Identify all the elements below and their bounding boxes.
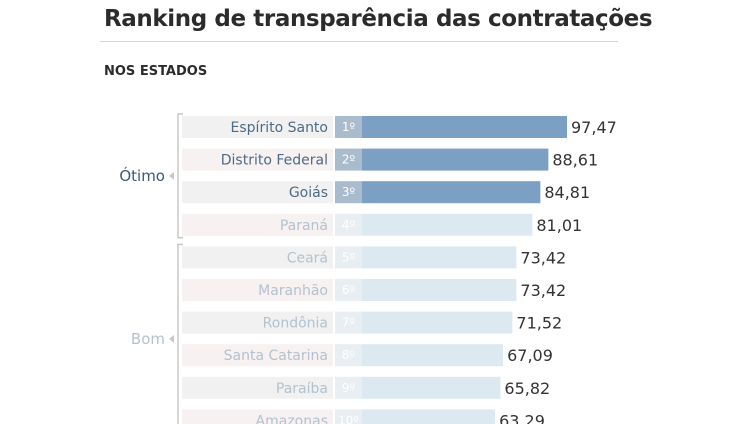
value-label: 65,82 — [504, 379, 550, 398]
row-label-background — [182, 181, 333, 204]
bar — [362, 213, 533, 236]
rank-badge — [335, 246, 362, 269]
row-label-background — [182, 279, 333, 301]
rank-label: 7º — [342, 316, 356, 330]
rank-label: 4º — [342, 218, 356, 232]
rank-badge — [335, 376, 362, 399]
row-label-background — [182, 344, 333, 367]
rank-badge — [335, 213, 362, 236]
value-label: 81,01 — [536, 216, 582, 235]
rank-badge — [335, 279, 362, 301]
rank-badge — [335, 148, 362, 171]
bar — [362, 246, 517, 269]
group-pointer-icon — [169, 171, 174, 180]
chart-subtitle: NOS ESTADOS — [104, 64, 208, 79]
state-label: Amazonas — [256, 413, 328, 424]
state-label: Paraná — [280, 218, 328, 234]
group-label: Ótimo — [119, 166, 165, 185]
state-label: Ceará — [287, 250, 328, 266]
state-label: Santa Catarina — [224, 348, 328, 364]
row-label-background — [182, 311, 333, 334]
rank-label: 10º — [338, 413, 359, 424]
bar — [362, 344, 504, 367]
value-label: 88,61 — [552, 151, 598, 170]
rank-badge — [335, 116, 362, 138]
row-label-background — [182, 213, 333, 236]
state-label: Goiás — [289, 185, 328, 201]
rank-label: 8º — [342, 348, 356, 362]
rank-label: 5º — [342, 250, 356, 264]
state-label: Espírito Santo — [231, 120, 328, 136]
value-label: 73,42 — [520, 281, 566, 300]
state-label: Rondônia — [263, 316, 328, 332]
row-label-background — [182, 376, 333, 399]
bar — [362, 116, 567, 138]
group-pointer-icon — [169, 334, 174, 343]
bar — [362, 181, 541, 204]
chart-title: Ranking de transparência das contrataçõe… — [104, 6, 653, 32]
rank-label: 9º — [342, 381, 356, 395]
group-label: Bom — [131, 330, 165, 348]
state-label: Maranhão — [258, 283, 328, 299]
rank-label: 6º — [342, 283, 356, 297]
value-label: 84,81 — [544, 183, 590, 202]
bar — [362, 279, 517, 301]
rank-label: 2º — [342, 153, 356, 167]
rank-badge — [335, 181, 362, 204]
group-bracket — [177, 243, 183, 424]
bar — [362, 409, 496, 424]
row-label-background — [182, 246, 333, 269]
value-label: 73,42 — [520, 248, 566, 267]
value-label: 97,47 — [571, 118, 617, 137]
value-label: 63,29 — [499, 411, 545, 424]
state-label: Paraíba — [276, 381, 328, 397]
rank-badge — [335, 311, 362, 334]
row-label-background — [182, 409, 333, 424]
state-label: Distrito Federal — [221, 153, 328, 169]
rank-label: 3º — [342, 185, 356, 199]
bar — [362, 311, 513, 334]
row-label-background — [182, 148, 333, 171]
title-divider — [100, 41, 618, 42]
rank-badge — [335, 344, 362, 367]
rank-badge — [335, 409, 362, 424]
value-label: 67,09 — [507, 346, 553, 365]
row-label-background — [182, 116, 333, 138]
bar — [362, 376, 501, 399]
rank-label: 1º — [342, 120, 356, 134]
group-bracket — [177, 113, 183, 239]
bar — [362, 148, 549, 171]
value-label: 71,52 — [516, 314, 562, 333]
